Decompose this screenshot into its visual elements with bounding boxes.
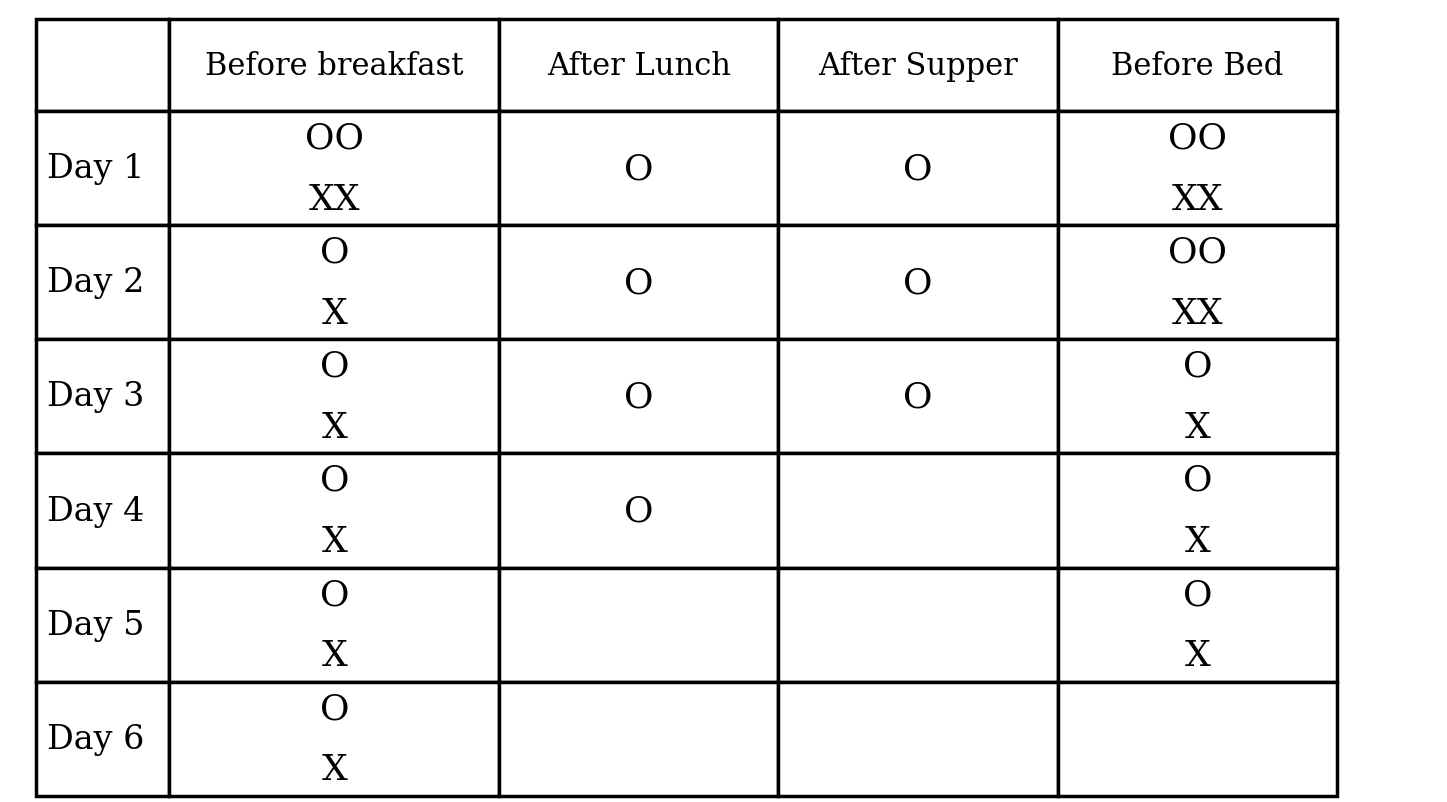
Text: O: O — [903, 266, 933, 300]
Bar — [169, 226, 499, 340]
Text: After Lunch: After Lunch — [547, 51, 731, 82]
Bar — [778, 682, 1058, 796]
Text: O: O — [624, 494, 654, 528]
Bar — [169, 568, 499, 682]
Text: Before breakfast: Before breakfast — [205, 51, 463, 82]
Text: O: O — [320, 577, 349, 611]
Bar — [36, 568, 169, 682]
Bar — [778, 20, 1058, 112]
Text: Day 3: Day 3 — [46, 381, 145, 413]
Text: Day 6: Day 6 — [46, 723, 145, 755]
Text: X: X — [1185, 411, 1210, 444]
Text: Day 2: Day 2 — [46, 267, 145, 299]
Bar — [1058, 568, 1337, 682]
Text: O: O — [624, 380, 654, 414]
Bar — [169, 340, 499, 454]
Text: X: X — [321, 411, 347, 444]
Bar — [499, 454, 778, 568]
Bar — [778, 568, 1058, 682]
Text: O: O — [320, 350, 349, 383]
Bar — [36, 682, 169, 796]
Bar — [778, 454, 1058, 568]
Text: O: O — [320, 464, 349, 497]
Bar — [1058, 682, 1337, 796]
Text: X: X — [321, 752, 347, 786]
Text: After Supper: After Supper — [818, 51, 1019, 82]
Text: X: X — [1185, 525, 1210, 558]
Bar — [499, 112, 778, 226]
Text: O: O — [903, 152, 933, 186]
Text: Before Bed: Before Bed — [1111, 51, 1283, 82]
Text: Day 4: Day 4 — [46, 495, 145, 527]
Text: O: O — [624, 152, 654, 186]
Bar — [1058, 454, 1337, 568]
Text: O: O — [1182, 577, 1213, 611]
Bar — [36, 226, 169, 340]
Bar — [778, 226, 1058, 340]
Text: XX: XX — [1172, 183, 1223, 217]
Text: O: O — [320, 236, 349, 269]
Text: O: O — [903, 380, 933, 414]
Bar — [36, 340, 169, 454]
Bar — [36, 112, 169, 226]
Bar — [499, 568, 778, 682]
Bar — [499, 20, 778, 112]
Bar — [499, 340, 778, 454]
Bar — [36, 454, 169, 568]
Bar — [169, 112, 499, 226]
Bar — [1058, 112, 1337, 226]
Text: X: X — [1185, 638, 1210, 672]
Text: OO: OO — [1168, 236, 1227, 269]
Text: Day 5: Day 5 — [46, 609, 145, 641]
Text: X: X — [321, 638, 347, 672]
Bar — [1058, 340, 1337, 454]
Text: OO: OO — [305, 122, 363, 156]
Bar — [36, 20, 169, 112]
Text: XX: XX — [308, 183, 360, 217]
Bar — [169, 454, 499, 568]
Bar — [1058, 226, 1337, 340]
Text: O: O — [1182, 350, 1213, 383]
Text: O: O — [624, 266, 654, 300]
Text: X: X — [321, 297, 347, 330]
Text: XX: XX — [1172, 297, 1223, 330]
Bar — [778, 340, 1058, 454]
Bar — [499, 226, 778, 340]
Bar — [778, 112, 1058, 226]
Text: OO: OO — [1168, 122, 1227, 156]
Bar — [169, 682, 499, 796]
Text: O: O — [1182, 464, 1213, 497]
Text: Day 1: Day 1 — [46, 153, 145, 185]
Bar — [499, 682, 778, 796]
Bar — [1058, 20, 1337, 112]
Bar — [169, 20, 499, 112]
Text: X: X — [321, 525, 347, 558]
Text: O: O — [320, 691, 349, 725]
